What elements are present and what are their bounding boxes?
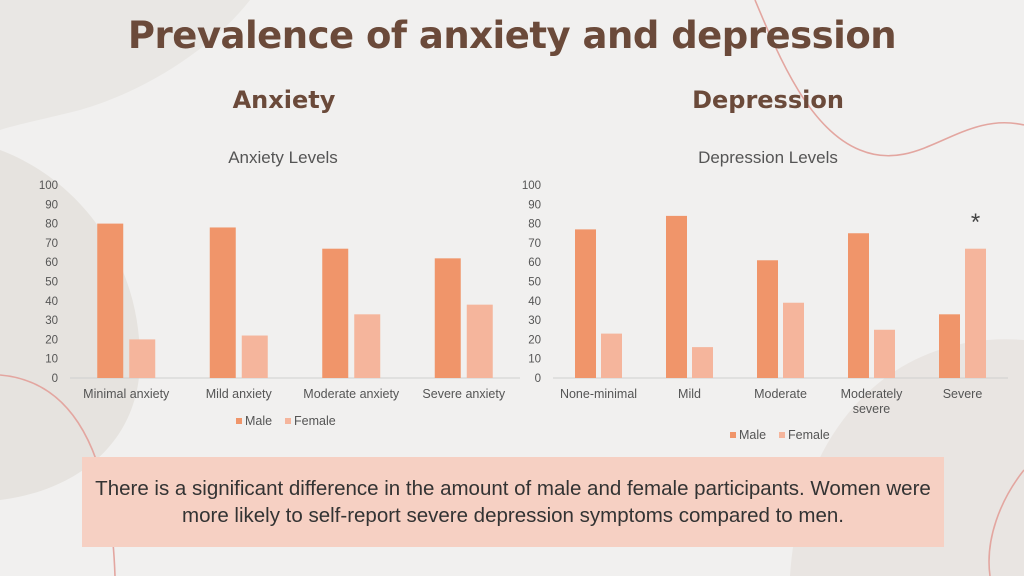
bar-female [601,333,622,378]
bar-male [666,215,687,378]
y-tick-label: 0 [52,373,58,385]
x-tick-label: Moderate anxiety [303,387,400,401]
significance-annotation: * [971,209,980,236]
y-tick-label: 70 [528,238,541,250]
x-tick-label: Minimal anxiety [83,387,170,401]
bar-female [965,248,986,378]
y-tick-label: 90 [45,199,58,211]
deco-blob-top-left [0,0,250,130]
bar-female [129,339,156,378]
bar-female [783,302,804,378]
y-tick-label: 100 [522,180,541,192]
legend-swatch-female [285,418,291,424]
bar-female [241,335,268,378]
y-tick-label: 10 [528,354,541,366]
y-tick-label: 40 [45,296,58,308]
depression-heading: Depression [692,86,844,114]
x-tick-label: Mild [678,387,701,401]
x-tick-label: Moderately severe [841,387,904,416]
anxiety-chart: Anxiety Levels 0 10 20 30 40 50 60 70 80 90 100 Mini… [39,148,520,428]
page-title: Prevalence of anxiety and depression [127,14,897,57]
y-tick-label: 30 [45,315,58,327]
legend-swatch-male [730,432,736,438]
y-tick-label: 50 [528,277,541,289]
legend-label-female: Female [788,428,830,442]
y-tick-label: 60 [528,257,541,269]
x-tick-label: Mild anxiety [206,387,273,401]
bar-male [434,258,461,378]
y-tick-label: 80 [528,219,541,231]
bar-male [97,223,124,378]
legend-swatch-male [236,418,242,424]
x-tick-label: Severe [943,387,983,401]
y-tick-label: 20 [528,334,541,346]
y-tick-label: 0 [535,373,541,385]
bar-female [874,329,895,378]
bar-female [692,347,713,378]
legend-label-male: Male [739,428,766,442]
depression-chart: Depression Levels 0 10 20 30 40 50 60 70 80 90 100 N… [522,148,1008,442]
y-tick-label: 40 [528,296,541,308]
bar-male [575,229,596,378]
summary-note: There is a significant difference in the… [82,457,944,547]
y-tick-label: 10 [45,354,58,366]
y-tick-label: 20 [45,334,58,346]
y-tick-label: 80 [45,219,58,231]
y-tick-label: 60 [45,257,58,269]
y-tick-label: 30 [528,315,541,327]
y-tick-label: 70 [45,238,58,250]
legend-swatch-female [779,432,785,438]
x-tick-label: None-minimal [560,387,637,401]
bar-male [848,233,869,378]
bar-male [757,260,778,378]
deco-line-right [988,469,1024,576]
chart-title: Depression Levels [698,148,838,167]
y-tick-label: 100 [39,180,58,192]
bar-female [354,314,381,378]
legend-label-female: Female [294,414,336,428]
anxiety-heading: Anxiety [232,86,336,114]
bar-male [939,314,960,378]
x-tick-label: Severe anxiety [422,387,505,401]
chart-title: Anxiety Levels [228,148,338,167]
bar-male [209,227,236,378]
x-tick-label: Moderate [754,387,807,401]
bar-male [322,248,349,378]
legend-label-male: Male [245,414,272,428]
bar-female [466,304,493,378]
deco-line-top-right [754,0,1024,157]
y-tick-label: 90 [528,199,541,211]
y-tick-label: 50 [45,277,58,289]
